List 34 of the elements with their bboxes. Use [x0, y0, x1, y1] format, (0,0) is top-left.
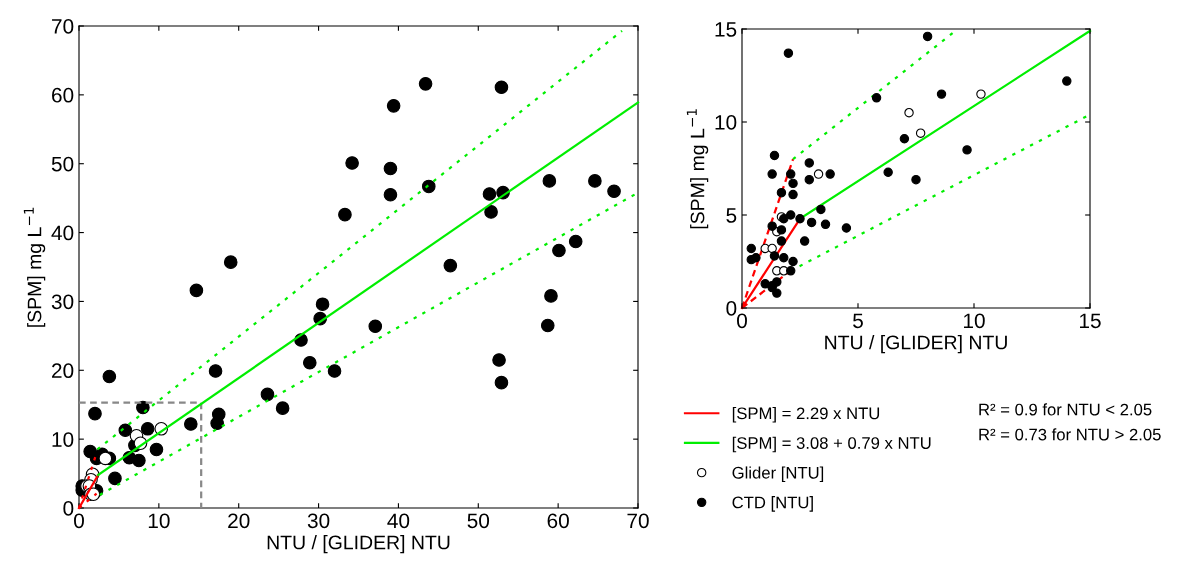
text: R² = 0.9 for NTU < 2.05	[979, 403, 1152, 416]
y-tick-label: 40	[51, 225, 74, 241]
legend-label: [SPM] = 3.08 + 0.79 x NTU	[732, 436, 931, 453]
y-axis-title: [SPM] mg L$^{−1}$	[686, 109, 709, 229]
y-tick-label: 30	[51, 294, 74, 310]
x-tick-label: 0	[737, 313, 747, 329]
x-tick-label: 30	[307, 513, 330, 529]
x-tick-label: 15	[1080, 313, 1101, 329]
y-tick-label: 50	[51, 156, 74, 172]
y-tick-label: 20	[52, 363, 74, 379]
y-tick-label: 0	[63, 501, 74, 516]
x-tick-label: 60	[547, 513, 569, 529]
y-tick-label: 70	[52, 19, 74, 34]
y-tick-label: 5	[726, 208, 737, 223]
legend-label: CTD [NTU]	[732, 496, 813, 512]
x-tick-label: 40	[387, 513, 410, 529]
x-tick-label: 70	[627, 513, 649, 529]
y-tick-label: 10	[715, 115, 737, 130]
x-tick-label: 10	[148, 513, 170, 529]
x-axis-title: NTU / [GLIDER] NTU	[825, 335, 1007, 354]
x-tick-label: 5	[853, 313, 863, 329]
y-tick-label: 60	[52, 87, 74, 103]
x-tick-label: 20	[228, 513, 250, 529]
legend-label: Glider [NTU]	[732, 466, 824, 482]
x-tick-label: 10	[964, 313, 985, 329]
text: R² = 0.73 for NTU > 2.05	[979, 428, 1161, 441]
x-axis-title: NTU / [GLIDER] NTU	[267, 535, 450, 554]
y-axis-title: [SPM] mg L$^{−1}$	[23, 207, 46, 327]
y-tick-label: 0	[726, 301, 737, 316]
x-tick-label: 50	[467, 513, 490, 529]
legend-label: [SPM] = 2.29 x NTU	[732, 407, 880, 423]
y-tick-label: 10	[52, 432, 74, 447]
y-tick-label: 15	[715, 22, 737, 37]
x-tick-label: 0	[74, 513, 84, 529]
